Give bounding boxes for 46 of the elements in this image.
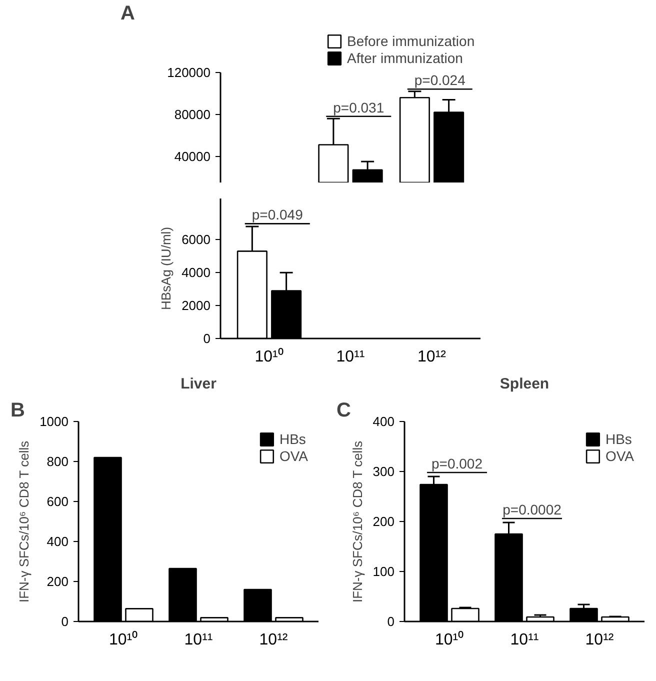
y-tick-label: 100 (372, 564, 395, 579)
y-tick-label: 400 (372, 414, 395, 429)
x-tick-label: 10¹¹ (336, 348, 365, 366)
legend-label: HBs (279, 431, 306, 447)
y-tick-label: 120000 (167, 65, 211, 80)
y-tick-label: 4000 (182, 265, 210, 280)
y-tick-label: 0 (61, 614, 69, 629)
y-tick-label: 800 (46, 454, 69, 469)
y-axis-title: IFN-γ SFCs/10⁶ CD8 T cells (350, 440, 365, 603)
y-tick-label: 400 (46, 534, 69, 549)
chart-title: Spleen (500, 376, 550, 392)
y-tick-label: 1000 (40, 414, 68, 429)
y-axis-title: HBsAg (IU/ml) (158, 226, 174, 310)
x-tick-label: 10¹⁰ (434, 630, 464, 648)
y-tick-label: 200 (372, 514, 395, 529)
legend-label: After immunization (347, 50, 463, 66)
y-tick-label: 300 (372, 464, 395, 479)
text: A (120, 2, 135, 24)
y-tick-label: 6000 (182, 232, 210, 248)
legend-label: OVA (279, 448, 308, 464)
y-axis-title: IFN-γ SFCs/10⁶ CD8 T cells (16, 440, 32, 603)
x-tick-label: 10¹² (259, 632, 288, 648)
y-tick-label: 80000 (174, 106, 211, 122)
annotation: p=0.024 (414, 72, 466, 88)
x-tick-label: 10¹⁰ (254, 348, 284, 366)
y-tick-label: 40000 (174, 148, 211, 164)
annotation: p=0.049 (252, 206, 304, 223)
legend-label: HBs (605, 431, 632, 447)
legend-label: Before immunization (347, 33, 475, 49)
y-tick-label: 600 (46, 494, 69, 509)
x-tick-label: 10¹² (585, 632, 614, 648)
annotation: p=0.002 (432, 456, 483, 472)
y-tick-label: 0 (203, 331, 211, 346)
chart-title: Liver (180, 376, 217, 392)
y-tick-label: 0 (387, 614, 395, 629)
annotation: p=0.0002 (502, 502, 562, 518)
text: C (336, 400, 351, 422)
annotation: p=0.031 (333, 99, 384, 116)
y-tick-label: 200 (46, 574, 69, 589)
legend-label: OVA (605, 448, 634, 464)
x-tick-label: 10¹² (418, 348, 447, 366)
text: B (10, 400, 25, 422)
x-tick-label: 10¹¹ (510, 632, 539, 648)
x-tick-label: 10¹⁰ (108, 630, 138, 648)
y-tick-label: 2000 (182, 298, 210, 314)
x-tick-label: 10¹¹ (184, 632, 213, 648)
